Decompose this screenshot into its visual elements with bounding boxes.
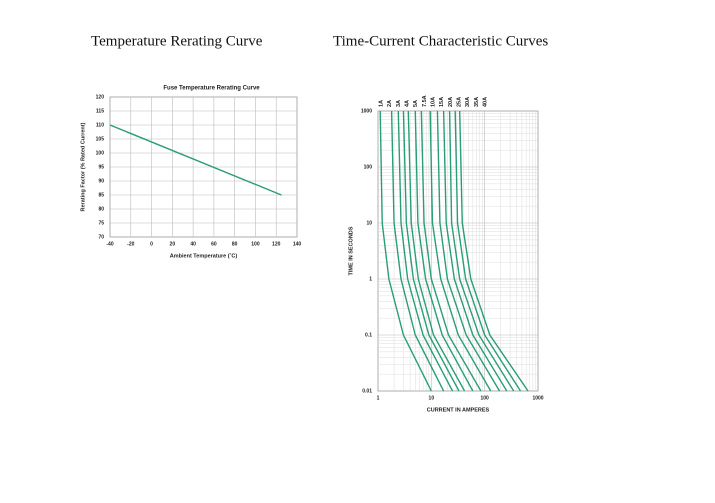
- x-tick-label: 40: [190, 241, 196, 247]
- series-label: 1A: [378, 100, 384, 107]
- y-tick-label: 75: [98, 220, 104, 226]
- x-tick-label: 1000: [532, 395, 543, 401]
- curve: [429, 110, 492, 392]
- y-tick-label: 0.01: [362, 388, 372, 394]
- y-tick-label: 85: [98, 192, 104, 198]
- y-tick-label: 0.1: [365, 332, 372, 338]
- y-axis-label: Rerating Factor (% Rated Current): [80, 122, 86, 211]
- series-label: 30A: [465, 97, 471, 107]
- y-tick-label: 100: [96, 150, 105, 156]
- x-tick-label: 100: [251, 241, 260, 247]
- y-tick-label: 10: [366, 220, 372, 226]
- heading: Time-Current Characteristic Curves: [333, 33, 548, 49]
- y-tick-label: 1000: [361, 108, 372, 114]
- x-tick-label: 10: [429, 395, 435, 401]
- x-tick-label: 60: [211, 241, 217, 247]
- x-tick-label: 80: [232, 241, 238, 247]
- y-axis-label: TIME IN SECONDS: [348, 226, 354, 275]
- series-label: 4A: [404, 100, 410, 107]
- x-tick-label: -20: [127, 241, 134, 247]
- curve: [448, 110, 515, 392]
- curve: [109, 124, 282, 196]
- chart-title: Fuse Temperature Rerating Curve: [163, 86, 260, 92]
- y-tick-label: 70: [98, 234, 104, 240]
- curve: [402, 110, 460, 392]
- x-axis-label: CURRENT IN AMPERES: [427, 407, 490, 413]
- series-label: 25A: [456, 97, 462, 107]
- y-tick-label: 100: [364, 164, 373, 170]
- curve: [442, 110, 508, 392]
- y-tick-label: 110: [96, 122, 104, 128]
- series-label: 3A: [396, 100, 402, 107]
- x-tick-label: 20: [170, 241, 176, 247]
- curve: [390, 110, 445, 392]
- series-label: 2A: [387, 100, 393, 107]
- series-label: 40A: [482, 97, 488, 107]
- x-tick-label: 100: [480, 395, 489, 401]
- x-tick-label: 1: [377, 395, 380, 401]
- x-tick-label: 120: [272, 241, 281, 247]
- x-tick-label: -40: [106, 241, 113, 247]
- series-label: 20A: [448, 97, 454, 107]
- y-tick-label: 1: [369, 276, 372, 282]
- plot-area: [377, 110, 539, 392]
- x-tick-label: 140: [293, 241, 302, 247]
- series-label: 35A: [474, 97, 480, 107]
- curve: [407, 110, 466, 392]
- curve: [414, 110, 474, 392]
- curve: [436, 110, 501, 392]
- curve: [458, 110, 529, 392]
- series-label: 10A: [430, 97, 436, 107]
- series-label: 7.5A: [422, 95, 428, 107]
- y-tick-label: 80: [98, 206, 104, 212]
- curve: [379, 110, 432, 392]
- heading: Temperature Rerating Curve: [91, 33, 263, 49]
- y-tick-label: 95: [98, 164, 104, 170]
- curve: [420, 110, 482, 392]
- y-tick-label: 120: [96, 94, 105, 100]
- y-tick-label: 105: [96, 136, 105, 142]
- y-tick-label: 115: [96, 108, 104, 114]
- curve: [397, 110, 454, 392]
- curve: [454, 110, 522, 392]
- x-tick-label: 0: [150, 241, 153, 247]
- series-label: 15A: [439, 97, 445, 107]
- series-label: 5A: [413, 100, 419, 107]
- x-axis-label: Ambient Temperature (˚C): [170, 252, 238, 259]
- y-tick-label: 90: [98, 178, 104, 184]
